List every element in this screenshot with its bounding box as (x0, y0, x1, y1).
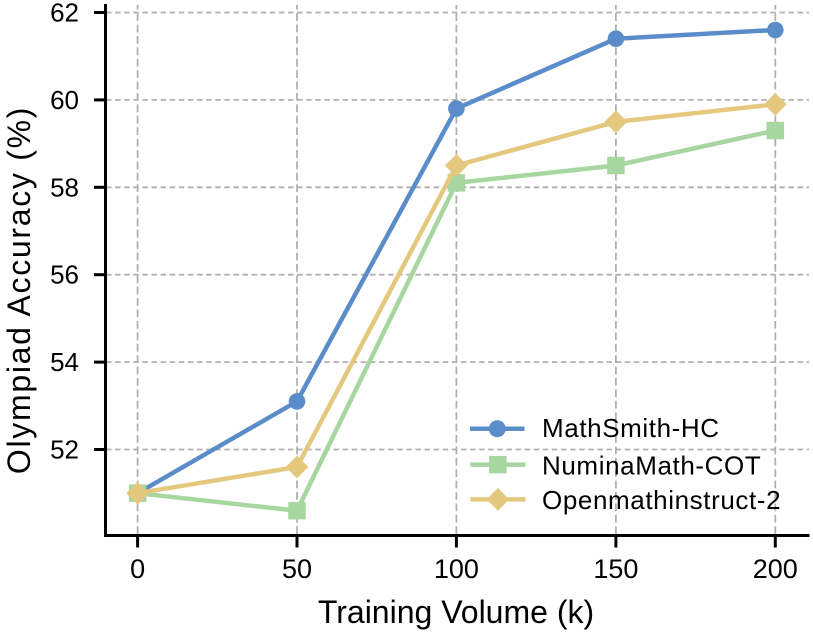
svg-text:58: 58 (50, 172, 79, 202)
svg-text:52: 52 (50, 435, 79, 465)
svg-text:MathSmith-HC: MathSmith-HC (542, 413, 720, 443)
svg-text:50: 50 (282, 554, 312, 584)
svg-text:62: 62 (50, 0, 79, 28)
svg-text:60: 60 (50, 85, 79, 115)
svg-text:150: 150 (593, 554, 638, 584)
svg-text:54: 54 (50, 347, 79, 377)
svg-text:200: 200 (753, 554, 798, 584)
svg-text:100: 100 (434, 554, 479, 584)
svg-text:NuminaMath-COT: NuminaMath-COT (542, 450, 761, 480)
svg-text:0: 0 (130, 554, 145, 584)
svg-text:Openmathinstruct-2: Openmathinstruct-2 (542, 485, 781, 515)
svg-text:56: 56 (50, 260, 79, 290)
svg-text:Training Volume (k): Training Volume (k) (318, 594, 594, 630)
svg-text:Olympiad Accuracy (%): Olympiad Accuracy (%) (1, 106, 37, 474)
